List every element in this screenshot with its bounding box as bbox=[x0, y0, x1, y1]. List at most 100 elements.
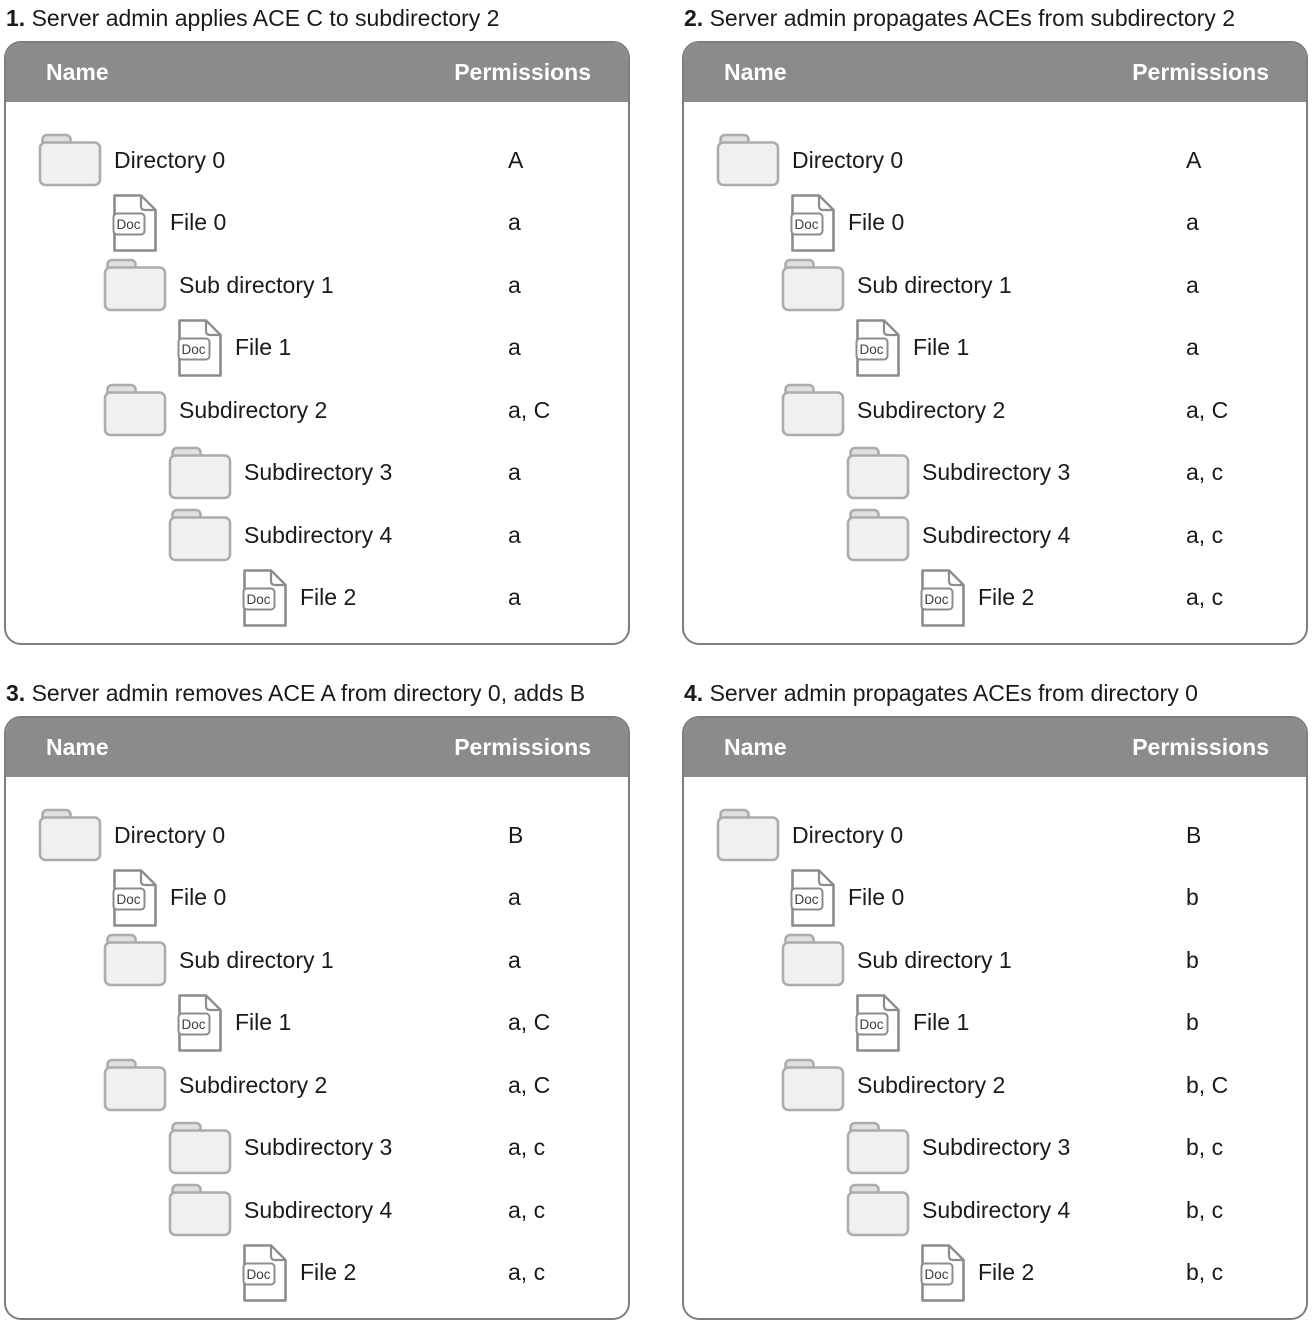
document-icon: Doc bbox=[855, 993, 901, 1053]
folder-icon bbox=[168, 508, 232, 562]
table-row: Subdirectory 3 a bbox=[6, 442, 628, 505]
row-icon-slot bbox=[103, 933, 167, 987]
table-row: Subdirectory 4 a, c bbox=[6, 1179, 628, 1242]
svg-text:Doc: Doc bbox=[924, 1267, 948, 1282]
table-body: Directory 0 B Doc File 0 a Sub directory… bbox=[6, 777, 628, 1304]
table-row: Doc File 1 a bbox=[684, 317, 1306, 380]
table-row: Doc File 2 a bbox=[6, 567, 628, 630]
item-permissions: a bbox=[508, 271, 521, 298]
item-name: Directory 0 bbox=[792, 146, 904, 173]
row-icon-slot bbox=[846, 1121, 910, 1175]
panel-block-2: 2. Server admin propagates ACEs from sub… bbox=[682, 4, 1308, 645]
folder-icon bbox=[716, 808, 780, 862]
item-name: File 0 bbox=[170, 209, 227, 236]
item-permissions: b, c bbox=[1186, 1196, 1224, 1223]
item-name: File 1 bbox=[913, 1009, 970, 1036]
row-icon-slot bbox=[168, 1121, 232, 1175]
document-icon: Doc bbox=[112, 868, 158, 928]
item-name: Directory 0 bbox=[792, 821, 904, 848]
item-permissions: a, c bbox=[1186, 584, 1224, 611]
document-icon: Doc bbox=[177, 993, 223, 1053]
item-permissions: B bbox=[1186, 821, 1202, 848]
item-name: Subdirectory 3 bbox=[922, 1134, 1071, 1161]
item-permissions: B bbox=[508, 821, 524, 848]
item-name: Directory 0 bbox=[114, 146, 226, 173]
folder-icon bbox=[781, 1058, 845, 1112]
table-body: Directory 0 B Doc File 0 b Sub directory… bbox=[684, 777, 1306, 1304]
permissions-table-1: Name Permissions Directory 0 A Doc File … bbox=[4, 41, 630, 645]
column-header-name: Name bbox=[46, 59, 109, 85]
column-header-name: Name bbox=[724, 59, 787, 85]
table-row: Doc File 0 a bbox=[6, 192, 628, 255]
row-icon-slot bbox=[846, 446, 910, 500]
column-header-permissions: Permissions bbox=[454, 59, 591, 85]
panel-title-text: Server admin applies ACE C to subdirecto… bbox=[25, 5, 500, 31]
item-permissions: a, c bbox=[1186, 459, 1224, 486]
item-permissions: A bbox=[508, 146, 524, 173]
folder-icon bbox=[168, 446, 232, 500]
row-icon-slot: Doc bbox=[177, 318, 223, 378]
row-icon-slot bbox=[168, 1183, 232, 1237]
table-row: Doc File 0 a bbox=[684, 192, 1306, 255]
svg-text:Doc: Doc bbox=[116, 892, 140, 907]
table-row: Directory 0 B bbox=[6, 804, 628, 867]
document-icon: Doc bbox=[177, 318, 223, 378]
table-header: Name Permissions bbox=[684, 718, 1306, 777]
svg-text:Doc: Doc bbox=[859, 342, 883, 357]
panel-block-1: 1. Server admin applies ACE C to subdire… bbox=[4, 4, 630, 645]
row-icon-slot bbox=[716, 808, 780, 862]
item-permissions: a, C bbox=[508, 1009, 551, 1036]
row-icon-slot bbox=[103, 258, 167, 312]
folder-icon bbox=[716, 133, 780, 187]
svg-text:Doc: Doc bbox=[181, 1017, 205, 1032]
table-row: Subdirectory 3 b, c bbox=[684, 1117, 1306, 1180]
table-row: Sub directory 1 a bbox=[684, 254, 1306, 317]
item-name: Subdirectory 3 bbox=[244, 1134, 393, 1161]
document-icon: Doc bbox=[920, 1243, 966, 1303]
table-row: Doc File 2 b, c bbox=[684, 1242, 1306, 1305]
column-header-permissions: Permissions bbox=[1132, 59, 1269, 85]
folder-icon bbox=[38, 808, 102, 862]
table-row: Subdirectory 2 b, C bbox=[684, 1054, 1306, 1117]
row-icon-slot bbox=[781, 383, 845, 437]
row-icon-slot: Doc bbox=[790, 868, 836, 928]
table-header: Name Permissions bbox=[6, 43, 628, 102]
panel-title-text: Server admin propagates ACEs from subdir… bbox=[703, 5, 1235, 31]
svg-text:Doc: Doc bbox=[246, 1267, 270, 1282]
column-header-permissions: Permissions bbox=[454, 734, 591, 760]
folder-icon bbox=[168, 1121, 232, 1175]
svg-text:Doc: Doc bbox=[116, 217, 140, 232]
item-permissions: b bbox=[1186, 946, 1199, 973]
item-name: File 2 bbox=[978, 584, 1035, 611]
item-permissions: b bbox=[1186, 1009, 1199, 1036]
item-permissions: b, C bbox=[1186, 1071, 1229, 1098]
document-icon: Doc bbox=[790, 193, 836, 253]
panel-title-text: Server admin propagates ACEs from direct… bbox=[703, 680, 1198, 706]
item-name: File 1 bbox=[235, 334, 292, 361]
panel-title-text: Server admin removes ACE A from director… bbox=[25, 680, 586, 706]
row-icon-slot bbox=[846, 1183, 910, 1237]
table-row: Doc File 1 b bbox=[684, 992, 1306, 1055]
folder-icon bbox=[103, 1058, 167, 1112]
row-icon-slot bbox=[781, 933, 845, 987]
folder-icon bbox=[103, 933, 167, 987]
item-name: Subdirectory 4 bbox=[922, 1196, 1071, 1223]
folder-icon bbox=[846, 508, 910, 562]
item-permissions: a bbox=[1186, 271, 1199, 298]
svg-text:Doc: Doc bbox=[794, 892, 818, 907]
document-icon: Doc bbox=[242, 568, 288, 628]
item-name: Sub directory 1 bbox=[857, 271, 1012, 298]
svg-text:Doc: Doc bbox=[794, 217, 818, 232]
permissions-table-3: Name Permissions Directory 0 B Doc File … bbox=[4, 716, 630, 1320]
panel-block-3: 3. Server admin removes ACE A from direc… bbox=[4, 679, 630, 1320]
item-permissions: a bbox=[508, 334, 521, 361]
folder-icon bbox=[846, 1183, 910, 1237]
item-name: Subdirectory 2 bbox=[857, 396, 1006, 423]
document-icon: Doc bbox=[920, 568, 966, 628]
item-permissions: a, c bbox=[1186, 521, 1224, 548]
column-header-name: Name bbox=[46, 734, 109, 760]
table-row: Doc File 1 a bbox=[6, 317, 628, 380]
item-name: Sub directory 1 bbox=[857, 946, 1012, 973]
row-icon-slot: Doc bbox=[855, 318, 901, 378]
row-icon-slot: Doc bbox=[920, 1243, 966, 1303]
